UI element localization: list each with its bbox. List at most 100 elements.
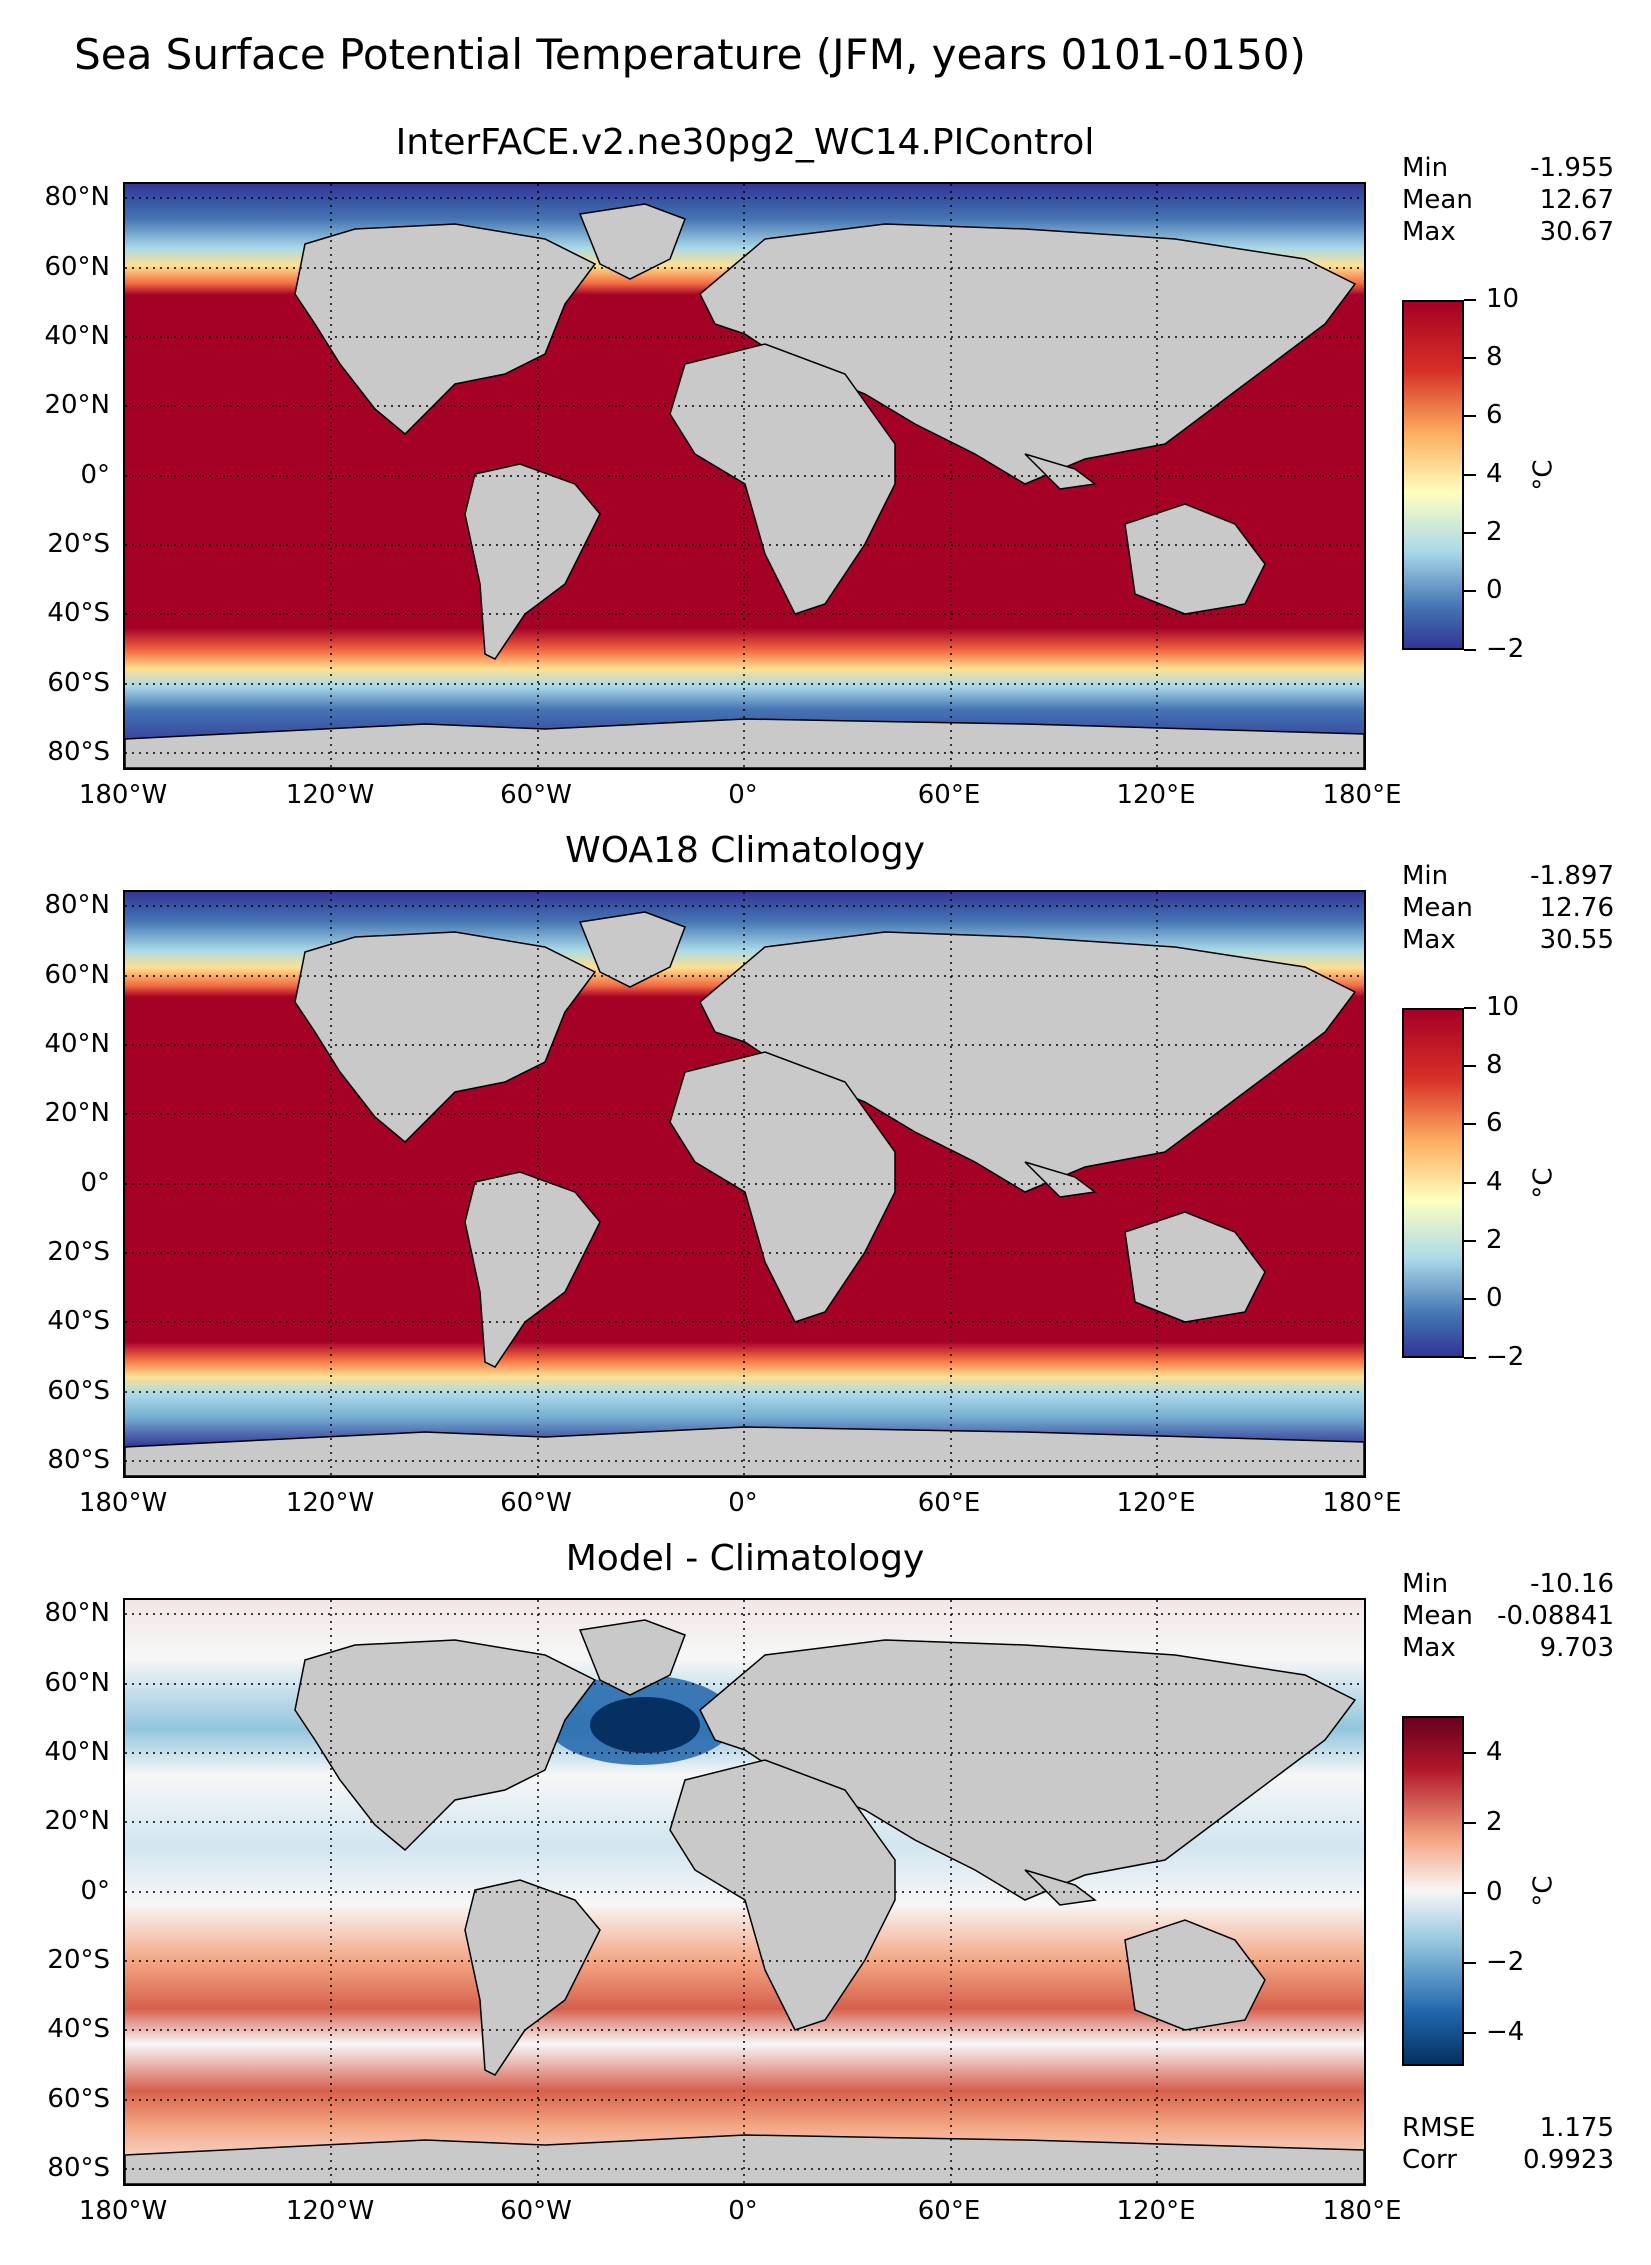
- stat-label: Mean: [1402, 893, 1473, 923]
- stat-mean: Mean 12.67: [1402, 184, 1614, 216]
- lat-label: 40°N: [44, 321, 110, 351]
- colorbar-tick: 2: [1464, 1225, 1503, 1255]
- colorbar-tick: 8: [1464, 1050, 1503, 1080]
- colorbar-tick-label: 8: [1486, 1050, 1503, 1080]
- lat-label: 60°S: [47, 1376, 110, 1406]
- panel-1-map-svg: [125, 184, 1364, 768]
- colorbar-tick-label: −4: [1486, 2017, 1525, 2047]
- colorbar-tick: 10: [1463, 992, 1519, 1022]
- stat-max: Max 9.703: [1402, 1632, 1614, 1664]
- colorbar-tick-label: 0: [1486, 1283, 1503, 1313]
- stat-mean: Mean 12.76: [1402, 892, 1614, 924]
- panel-2-title: WOA18 Climatology: [565, 830, 925, 871]
- lat-label: 20°N: [44, 390, 110, 420]
- lat-label: 60°N: [44, 252, 110, 282]
- stat-value: 30.67: [1539, 217, 1614, 247]
- lon-label: 0°: [728, 2196, 758, 2226]
- lon-label: 0°: [728, 780, 758, 810]
- stat-value: -1.897: [1530, 861, 1614, 891]
- panel-3-stats: Min -10.16 Mean -0.08841 Max 9.703: [1402, 1568, 1614, 1664]
- panel-3-map-svg: [125, 1600, 1364, 2184]
- lat-label: 20°N: [44, 1806, 110, 1836]
- stat-value: -0.08841: [1497, 1601, 1614, 1631]
- lon-label: 120°E: [1116, 2196, 1196, 2226]
- stat-max: Max 30.67: [1402, 216, 1614, 248]
- stat-label: Min: [1402, 861, 1449, 891]
- stat-label: Max: [1402, 925, 1456, 955]
- lat-label: 80°N: [44, 182, 110, 212]
- colorbar-tick: 0: [1464, 575, 1503, 605]
- lon-label: 60°W: [500, 1488, 572, 1518]
- lon-label: 180°E: [1322, 1488, 1402, 1518]
- lon-label: 60°E: [917, 2196, 981, 2226]
- lat-label: 0°: [80, 460, 110, 490]
- panel-3-title: Model - Climatology: [565, 1538, 925, 1579]
- colorbar-tick: 0: [1464, 1877, 1503, 1907]
- panel-1-title: InterFACE.v2.ne30pg2_WC14.PIControl: [395, 122, 1095, 163]
- stat-min: Min -1.897: [1402, 860, 1614, 892]
- lat-label: 80°S: [47, 2153, 110, 2183]
- colorbar-tick: 2: [1464, 1807, 1503, 1837]
- stat-label: Corr: [1402, 2145, 1457, 2175]
- colorbar-tick-label: 2: [1486, 1807, 1503, 1837]
- lat-label: 40°S: [47, 598, 110, 628]
- colorbar-tick: −2: [1463, 634, 1525, 664]
- colorbar-tick-label: 2: [1486, 517, 1503, 547]
- lon-label: 120°W: [285, 1488, 375, 1518]
- colorbar-tick-label: −2: [1486, 1947, 1525, 1977]
- lat-label: 20°S: [47, 1945, 110, 1975]
- lat-label: 20°S: [47, 1237, 110, 1267]
- lat-label: 60°S: [47, 668, 110, 698]
- colorbar-tick-label: 4: [1486, 459, 1503, 489]
- stat-label: RMSE: [1402, 2113, 1476, 2143]
- stat-value: 12.76: [1539, 893, 1614, 923]
- colorbar-tick-label: −2: [1486, 1342, 1525, 1372]
- stat-value: -10.16: [1530, 1569, 1614, 1599]
- lat-label: 40°N: [44, 1737, 110, 1767]
- lon-label: 60°W: [500, 2196, 572, 2226]
- lat-label: 60°N: [44, 1668, 110, 1698]
- lat-label: 60°N: [44, 960, 110, 990]
- colorbar-tick: 0: [1464, 1283, 1503, 1313]
- panel-3-error-stats: RMSE 1.175 Corr 0.9923: [1402, 2112, 1614, 2176]
- colorbar-unit: °C: [1528, 1875, 1559, 1907]
- stat-max: Max 30.55: [1402, 924, 1614, 956]
- stat-label: Mean: [1402, 185, 1473, 215]
- stat-value: 9.703: [1539, 1633, 1614, 1663]
- colorbar-tick-label: −2: [1486, 634, 1525, 664]
- colorbar-tick-label: 4: [1486, 1737, 1503, 1767]
- stat-rmse: RMSE 1.175: [1402, 2112, 1614, 2144]
- panel-2-map-svg: [125, 892, 1364, 1476]
- colorbar-unit: °C: [1528, 1167, 1559, 1199]
- stat-value: 0.9923: [1523, 2145, 1614, 2175]
- lon-label: 180°E: [1322, 780, 1402, 810]
- lon-label: 120°W: [285, 780, 375, 810]
- panel-1-colorbar: [1402, 300, 1464, 650]
- stat-mean: Mean -0.08841: [1402, 1600, 1614, 1632]
- colorbar-unit: °C: [1528, 459, 1559, 491]
- colorbar-tick-label: 6: [1486, 1108, 1503, 1138]
- stat-value: -1.955: [1530, 153, 1614, 183]
- stat-min: Min -10.16: [1402, 1568, 1614, 1600]
- lon-label: 60°W: [500, 780, 572, 810]
- lat-label: 40°S: [47, 1306, 110, 1336]
- stat-label: Min: [1402, 153, 1449, 183]
- lat-label: 40°N: [44, 1029, 110, 1059]
- colorbar-tick: 4: [1464, 1737, 1503, 1767]
- lat-label: 60°S: [47, 2084, 110, 2114]
- stat-min: Min -1.955: [1402, 152, 1614, 184]
- panel-2-stats: Min -1.897 Mean 12.76 Max 30.55: [1402, 860, 1614, 956]
- lon-label: 60°E: [917, 780, 981, 810]
- colorbar-tick-label: 6: [1486, 400, 1503, 430]
- panel-1-stats: Min -1.955 Mean 12.67 Max 30.67: [1402, 152, 1614, 248]
- colorbar-tick-label: 2: [1486, 1225, 1503, 1255]
- lon-label: 180°W: [78, 1488, 168, 1518]
- lon-label: 60°E: [917, 1488, 981, 1518]
- lat-label: 0°: [80, 1876, 110, 1906]
- stat-label: Mean: [1402, 1601, 1473, 1631]
- lon-label: 120°W: [285, 2196, 375, 2226]
- colorbar-tick: 4: [1464, 1167, 1503, 1197]
- stat-label: Min: [1402, 1569, 1449, 1599]
- lon-label: 180°W: [78, 780, 168, 810]
- colorbar-tick: 2: [1464, 517, 1503, 547]
